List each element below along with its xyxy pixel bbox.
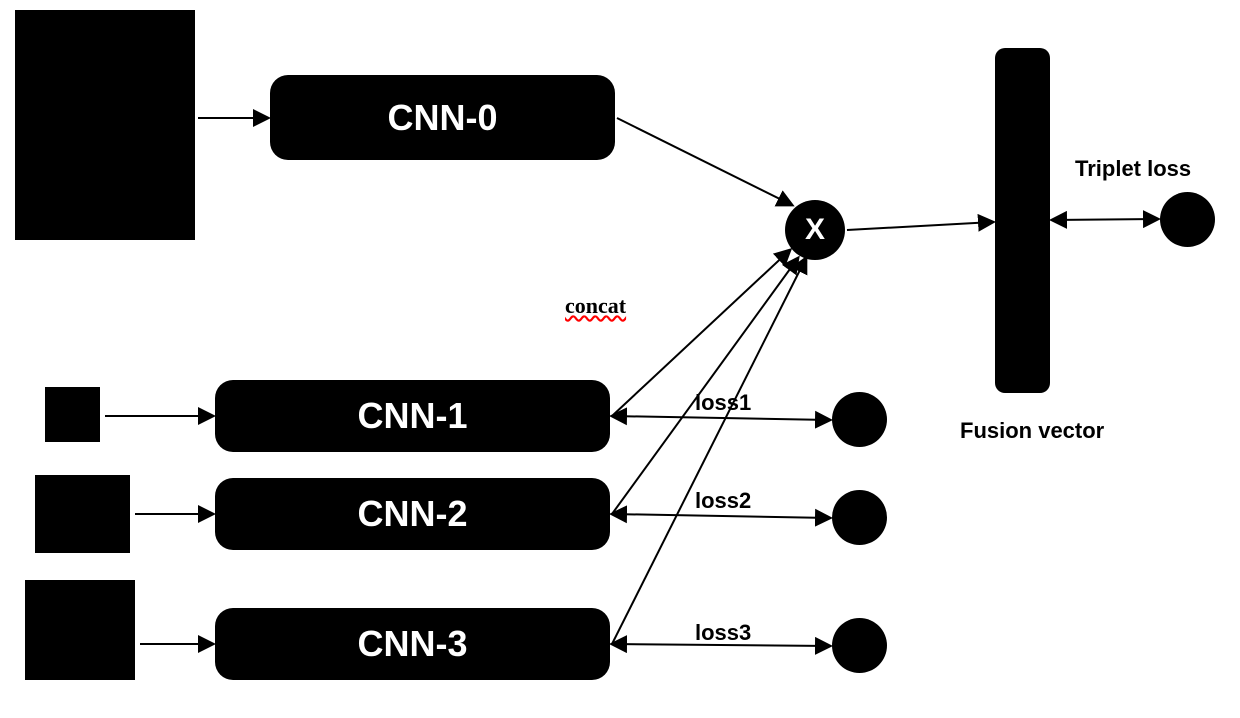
cnn-1-label: CNN-1 — [357, 395, 467, 437]
input-patch-1 — [45, 387, 100, 442]
loss-2-label: loss2 — [695, 488, 751, 514]
loss-3-label: loss3 — [695, 620, 751, 646]
fusion-vector-block — [995, 48, 1050, 393]
triplet-loss-label: Triplet loss — [1075, 156, 1191, 182]
concat-node-label: X — [805, 213, 825, 247]
input-patch-2 — [35, 475, 130, 553]
cnn-3-label: CNN-3 — [357, 623, 467, 665]
loss-1-label: loss1 — [695, 390, 751, 416]
cnn-2-block: CNN-2 — [215, 478, 610, 550]
diagram-canvas: CNN-0 CNN-1 CNN-2 CNN-3 X concat loss1 l… — [0, 0, 1240, 718]
concat-label: concat — [565, 293, 626, 319]
cnn-1-block: CNN-1 — [215, 380, 610, 452]
input-image-large — [15, 10, 195, 240]
concat-node: X — [785, 200, 845, 260]
fusion-vector-label: Fusion vector — [960, 418, 1104, 444]
cnn-0-block: CNN-0 — [270, 75, 615, 160]
loss-1-node — [832, 392, 887, 447]
loss-2-node — [832, 490, 887, 545]
input-patch-3 — [25, 580, 135, 680]
loss-3-node — [832, 618, 887, 673]
cnn-2-label: CNN-2 — [357, 493, 467, 535]
triplet-output-node — [1160, 192, 1215, 247]
cnn-3-block: CNN-3 — [215, 608, 610, 680]
cnn-0-label: CNN-0 — [387, 97, 497, 139]
